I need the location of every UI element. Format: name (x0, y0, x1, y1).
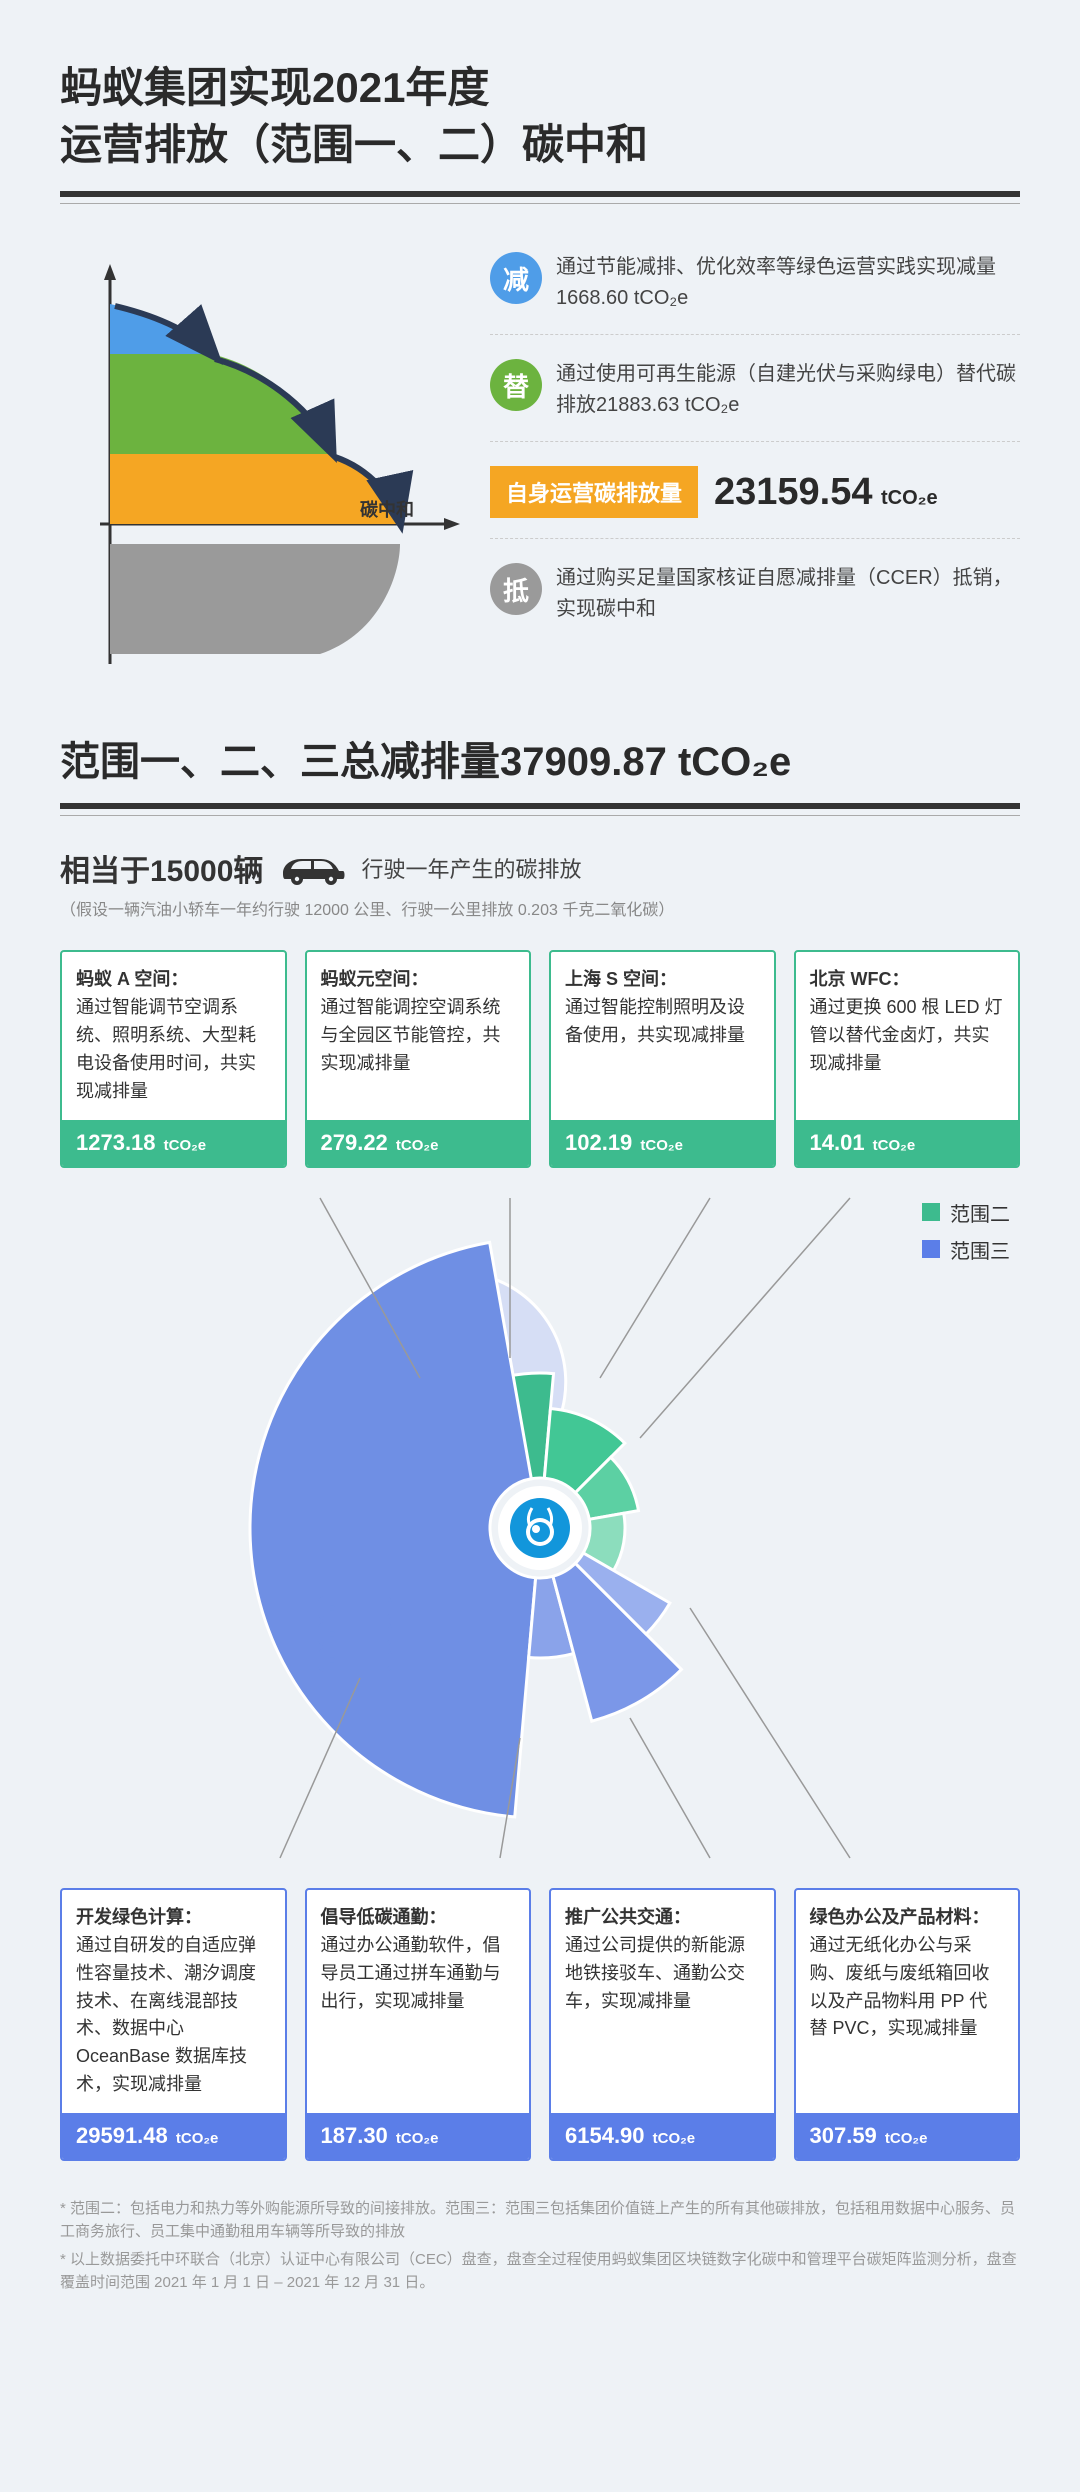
info-card: 蚂蚁元空间：通过智能调控空调系统与全园区节能管控，共实现减排量279.22 tC… (305, 950, 532, 1167)
card-body: 开发绿色计算：通过自研发的自适应弹性容量技术、潮汐调度技术、在离线混部技术、数据… (62, 1890, 285, 2113)
info-card: 绿色办公及产品材料：通过无纸化办公与采购、废纸与废纸箱回收以及产品物料用 PP … (794, 1888, 1021, 2161)
info-card: 开发绿色计算：通过自研发的自适应弹性容量技术、潮汐调度技术、在离线混部技术、数据… (60, 1888, 287, 2161)
waterfall-chart: 碳中和 (60, 244, 460, 674)
card-body: 推广公共交通：通过公司提供的新能源地铁接驳车、通勤公交车，实现减排量 (551, 1890, 774, 2113)
highlight-value-wrap: 23159.54 tCO₂e (714, 471, 938, 514)
info-card: 上海 S 空间：通过智能控制照明及设备使用，共实现减排量102.19 tCO₂e (549, 950, 776, 1167)
card-body: 上海 S 空间：通过智能控制照明及设备使用，共实现减排量 (551, 952, 774, 1119)
rule-strong-2 (60, 803, 1020, 809)
legend-row-reduce: 减 通过节能减排、优化效率等绿色运营实践实现减量1668.60 tCO₂e (490, 252, 1020, 335)
sunburst-chart (190, 1178, 890, 1878)
card-value: 29591.48 tCO₂e (62, 2113, 285, 2159)
card-body: 蚂蚁 A 空间：通过智能调节空调系统、照明系统、大型耗电设备使用时间，共实现减排… (62, 952, 285, 1119)
legend2-a: 范围二 (950, 1198, 1010, 1227)
sunburst-legend: 范围二 范围三 (922, 1198, 1010, 1272)
rule-strong (60, 191, 1020, 197)
legend-text-offset: 通过购买足量国家核证自愿减排量（CCER）抵销，实现碳中和 (556, 563, 1020, 625)
legend2-b: 范围三 (950, 1235, 1010, 1264)
badge-reduce: 减 (490, 252, 542, 304)
legend2-scope2: 范围二 (922, 1198, 1010, 1227)
badge-replace: 替 (490, 359, 542, 411)
page: 蚂蚁集团实现2021年度 运营排放（范围一、二）碳中和 (0, 0, 1080, 2338)
equiv-rest: 行驶一年产生的碳排放 (361, 852, 581, 884)
card-body: 北京 WFC：通过更换 600 根 LED 灯管以替代金卤灯，共实现减排量 (796, 952, 1019, 1119)
card-value: 279.22 tCO₂e (307, 1120, 530, 1166)
square-blue-icon (922, 1240, 940, 1258)
legend-text-replace: 通过使用可再生能源（自建光伏与采购绿电）替代碳排放21883.63 tCO₂e (556, 359, 1020, 421)
info-card: 倡导低碳通勤：通过办公通勤软件，倡导员工通过拼车通勤与出行，实现减排量187.3… (305, 1888, 532, 2161)
badge-offset: 抵 (490, 563, 542, 615)
section-waterfall: 碳中和 减 通过节能减排、优化效率等绿色运营实践实现减量1668.60 tCO₂… (60, 244, 1020, 674)
info-card: 蚂蚁 A 空间：通过智能调节空调系统、照明系统、大型耗电设备使用时间，共实现减排… (60, 950, 287, 1167)
equiv-note: （假设一辆汽油小轿车一年约行驶 12000 公里、行驶一公里排放 0.203 千… (60, 896, 1020, 920)
waterfall-legend: 减 通过节能减排、优化效率等绿色运营实践实现减量1668.60 tCO₂e 替 … (490, 244, 1020, 674)
equivalence-row: 相当于15000辆 行驶一年产生的碳排放 (60, 846, 1020, 890)
cards-top: 蚂蚁 A 空间：通过智能调节空调系统、照明系统、大型耗电设备使用时间，共实现减排… (60, 950, 1020, 1167)
card-value: 6154.90 tCO₂e (551, 2113, 774, 2159)
card-value: 102.19 tCO₂e (551, 1120, 774, 1166)
info-card: 推广公共交通：通过公司提供的新能源地铁接驳车、通勤公交车，实现减排量6154.9… (549, 1888, 776, 2161)
legend-row-replace: 替 通过使用可再生能源（自建光伏与采购绿电）替代碳排放21883.63 tCO₂… (490, 359, 1020, 442)
legend2-scope3: 范围三 (922, 1235, 1010, 1264)
square-green-icon (922, 1203, 940, 1221)
card-body: 倡导低碳通勤：通过办公通勤软件，倡导员工通过拼车通勤与出行，实现减排量 (307, 1890, 530, 2113)
sunburst-wrap: 范围二 范围三 (60, 1178, 1020, 1878)
footnote-2: * 以上数据委托中环联合（北京）认证中心有限公司（CEC）盘查，盘查全过程使用蚂… (60, 2248, 1020, 2295)
card-value: 187.30 tCO₂e (307, 2113, 530, 2159)
title-line1: 蚂蚁集团实现2021年度 (60, 64, 489, 111)
rule-thin-2 (60, 815, 1020, 816)
highlight-value: 23159.54 (714, 471, 873, 513)
main-title: 蚂蚁集团实现2021年度 运营排放（范围一、二）碳中和 (60, 60, 1020, 173)
card-value: 307.59 tCO₂e (796, 2113, 1019, 2159)
legend-row-offset: 抵 通过购买足量国家核证自愿减排量（CCER）抵销，实现碳中和 (490, 563, 1020, 645)
highlight-unit: tCO₂e (881, 487, 938, 509)
legend-text-reduce: 通过节能减排、优化效率等绿色运营实践实现减量1668.60 tCO₂e (556, 252, 1020, 314)
footnote-1: * 范围二：包括电力和热力等外购能源所导致的间接排放。范围三：范围三包括集团价值… (60, 2197, 1020, 2244)
section2-title: 范围一、二、三总减排量37909.87 tCO₂e (60, 729, 1020, 787)
info-card: 北京 WFC：通过更换 600 根 LED 灯管以替代金卤灯，共实现减排量14.… (794, 950, 1021, 1167)
equiv-strong: 相当于15000辆 (60, 846, 263, 890)
footnotes: * 范围二：包括电力和热力等外购能源所导致的间接排放。范围三：范围三包括集团价值… (60, 2197, 1020, 2294)
highlight-label: 自身运营碳排放量 (490, 466, 698, 518)
card-value: 1273.18 tCO₂e (62, 1120, 285, 1166)
highlight-row: 自身运营碳排放量 23159.54 tCO₂e (490, 466, 1020, 539)
neutral-label: 碳中和 (360, 499, 414, 520)
cards-bottom: 开发绿色计算：通过自研发的自适应弹性容量技术、潮汐调度技术、在离线混部技术、数据… (60, 1888, 1020, 2161)
rule-thin (60, 203, 1020, 204)
card-value: 14.01 tCO₂e (796, 1120, 1019, 1166)
title-line2: 运营排放（范围一、二）碳中和 (60, 121, 648, 168)
card-body: 蚂蚁元空间：通过智能调控空调系统与全园区节能管控，共实现减排量 (307, 952, 530, 1119)
car-icon (277, 849, 347, 887)
card-body: 绿色办公及产品材料：通过无纸化办公与采购、废纸与废纸箱回收以及产品物料用 PP … (796, 1890, 1019, 2113)
